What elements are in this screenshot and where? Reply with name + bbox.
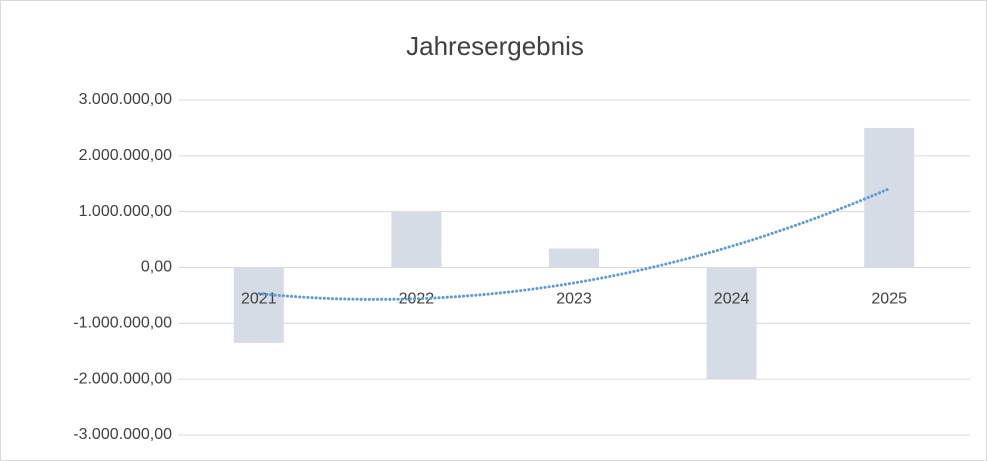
y-tick-label: -1.000.000,00	[73, 315, 172, 332]
x-tick-label: 2025	[871, 291, 907, 308]
y-tick-label: 0,00	[141, 259, 172, 276]
y-tick-label: 3.000.000,00	[79, 91, 173, 108]
y-tick-label: 2.000.000,00	[79, 147, 173, 164]
bar	[391, 211, 442, 268]
x-tick-label: 2023	[556, 291, 592, 308]
x-tick-label: 2024	[714, 291, 750, 308]
y-tick-label: 1.000.000,00	[79, 203, 173, 220]
trendline	[257, 187, 891, 301]
y-tick-label: -3.000.000,00	[73, 426, 172, 443]
x-tick-label: 2022	[399, 291, 435, 308]
bar	[706, 267, 757, 380]
y-tick-label: -2.000.000,00	[73, 370, 172, 387]
chart-title: Jahresergebnis	[406, 31, 584, 61]
bar	[549, 248, 599, 268]
bar	[864, 127, 915, 268]
bar	[233, 267, 284, 343]
